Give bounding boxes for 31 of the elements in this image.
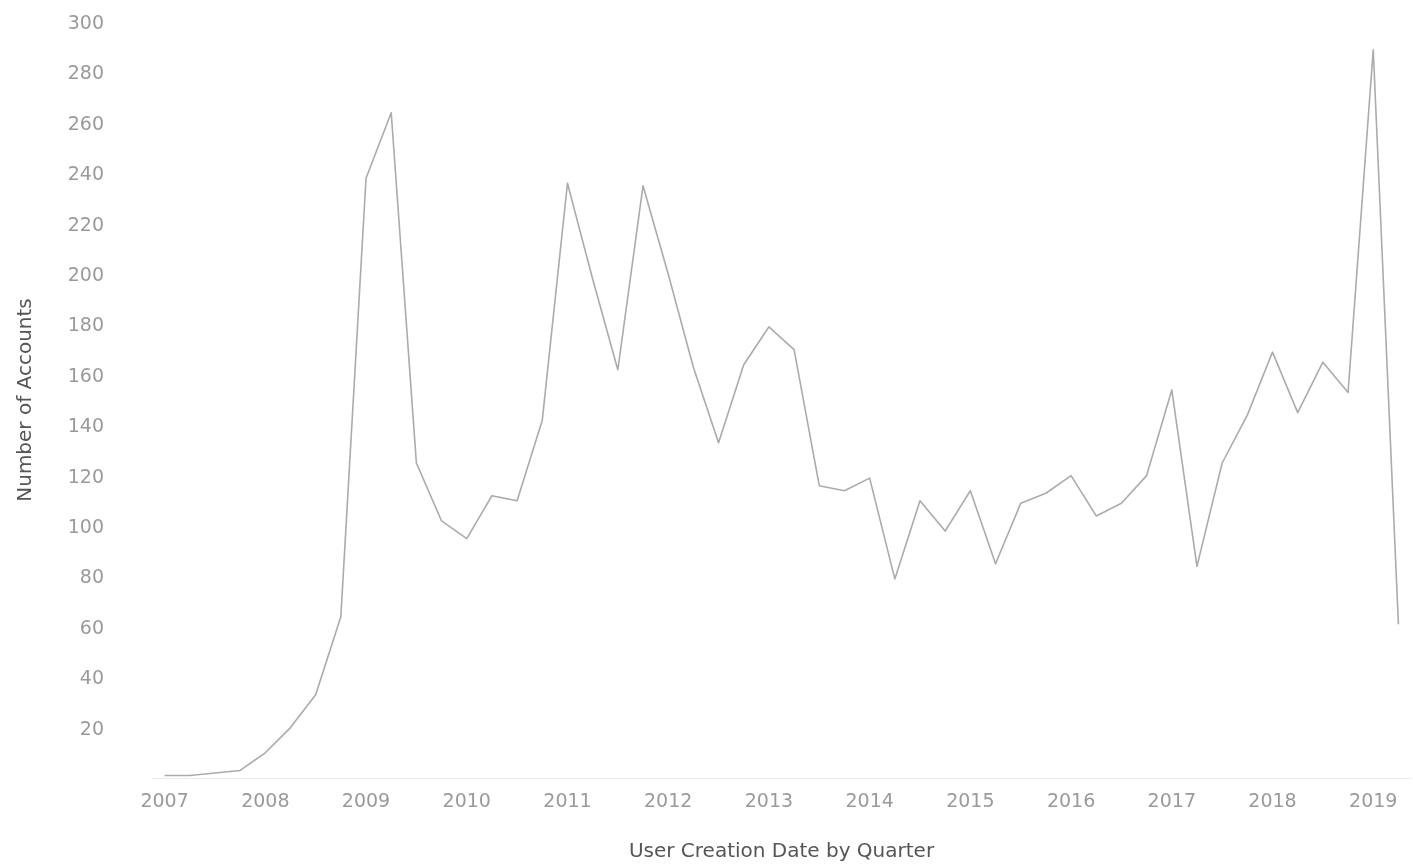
y-tick-label: 80: [79, 565, 104, 588]
y-tick-label: 180: [67, 313, 104, 336]
x-tick-label: 2012: [644, 788, 693, 811]
x-tick-label: 2013: [744, 788, 794, 811]
y-tick-label: 220: [67, 212, 104, 235]
y-tick-label: 260: [67, 111, 104, 134]
y-tick-label: 240: [67, 162, 104, 185]
y-tick-label: 140: [67, 414, 104, 437]
y-tick-label: 120: [67, 464, 104, 487]
y-tick-label: 100: [67, 515, 104, 537]
x-tick-label: 2019: [1349, 788, 1398, 811]
y-tick-label: 20: [79, 716, 104, 739]
x-tick-label: 2011: [543, 788, 592, 811]
line-series: [163, 48, 1400, 777]
y-tick-label: 200: [67, 263, 104, 285]
y-axis-title: Number of Accounts: [12, 298, 36, 502]
x-tick-label: 2015: [946, 788, 995, 811]
x-tick-label: 2014: [845, 788, 894, 811]
x-tick-label: 2009: [341, 788, 391, 811]
x-tick-label: 2008: [241, 788, 290, 811]
y-tick-label: 160: [67, 363, 104, 386]
x-tick-label: 2016: [1046, 788, 1096, 811]
y-tick-label: 60: [79, 615, 104, 638]
y-tick-label: 280: [67, 61, 104, 84]
y-tick-label: 40: [79, 666, 104, 689]
x-tick-label: 2010: [442, 788, 491, 811]
y-tick-label: 300: [67, 11, 104, 33]
x-tick-label: 2018: [1248, 788, 1297, 811]
x-tick-label: 2007: [140, 788, 189, 811]
x-axis-title: User Creation Date by Quarter: [628, 838, 935, 862]
x-tick-label: 2017: [1147, 788, 1196, 811]
